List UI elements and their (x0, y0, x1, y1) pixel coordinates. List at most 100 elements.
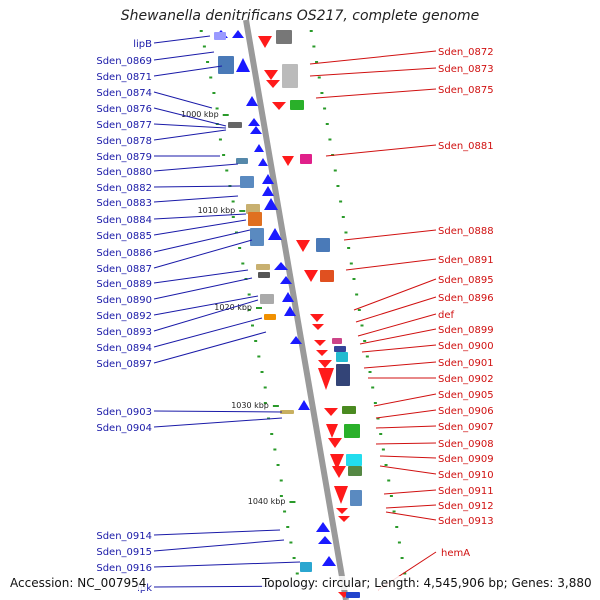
right-label-connector (325, 144, 437, 157)
reverse-gene-arrow (310, 314, 324, 322)
right-label-connector (353, 278, 437, 311)
tick-left (199, 30, 203, 32)
left-gene-label: Sden_0887 (96, 264, 152, 275)
forward-gene-block (248, 212, 262, 226)
reverse-gene-arrow (282, 156, 294, 166)
tick-right (360, 324, 364, 327)
reverse-gene-arrow (316, 350, 328, 356)
left-gene-labels: lipB Sden_0869 Sden_0871 Sden_0874 Sden_0876… (96, 35, 313, 594)
tick-left (251, 324, 254, 327)
tick-left (222, 154, 226, 156)
tick-right (379, 433, 383, 435)
left-gene-label: Sden_0890 (96, 295, 152, 306)
accession-text: Accession: NC_007954 (10, 576, 147, 590)
right-gene-label: Sden_0906 (438, 406, 494, 417)
tick-right (336, 185, 340, 187)
right-label-connector (373, 393, 437, 407)
right-label-connector (375, 425, 437, 429)
reverse-gene-block (336, 352, 348, 362)
forward-gene-arrow (248, 118, 260, 126)
tick-left (238, 247, 242, 249)
right-label-connector (343, 229, 437, 241)
tick-left (234, 231, 238, 234)
right-label-connector (315, 88, 437, 99)
forward-gene-block (218, 56, 234, 74)
right-gene-label: Sden_0881 (438, 141, 494, 152)
reverse-gene-block (282, 64, 298, 88)
reverse-gene-arrow (314, 340, 326, 346)
left-gene-label: Sden_0916 (96, 563, 152, 574)
forward-gene-arrow (322, 556, 336, 566)
tick-left (263, 386, 267, 389)
right-label-connector (379, 465, 437, 475)
tick-right (392, 510, 396, 513)
forward-gene-block (258, 272, 270, 278)
tick-left (276, 464, 280, 466)
tick-right (389, 495, 393, 497)
topology-text: Topology: circular; Length: 4,545,906 bp… (262, 576, 592, 590)
right-gene-label: Sden_0901 (438, 358, 494, 369)
left-label-connector (153, 269, 249, 284)
right-label-connector (359, 328, 437, 345)
reverse-gene-block (334, 346, 346, 352)
reverse-gene-arrow (318, 368, 334, 390)
right-gene-label: Sden_0913 (438, 516, 494, 527)
left-gene-label: Sden_0894 (96, 343, 152, 354)
tick-right (312, 45, 316, 48)
left-gene-label: Sden_0874 (96, 88, 152, 99)
forward-gene-arrow (290, 336, 302, 344)
scale-tick (239, 210, 246, 212)
tick-right (333, 169, 337, 172)
right-label-connector (309, 50, 437, 65)
left-gene-label: Sden_0880 (96, 167, 152, 178)
tick-left (257, 355, 261, 358)
tick-right (344, 231, 348, 234)
right-gene-label: Sden_0911 (438, 486, 494, 497)
genome-backbone (243, 19, 349, 600)
reverse-gene-arrow (312, 324, 324, 330)
reverse-gene-block (290, 100, 304, 110)
scale-label: 1030 kbp (231, 401, 269, 410)
right-gene-label: Sden_0873 (438, 64, 494, 75)
reverse-gene-block (342, 406, 356, 414)
tick-right (363, 340, 367, 342)
reverse-gene-arrow (328, 438, 342, 448)
tick-left (273, 448, 277, 451)
reverse-gene-block (320, 270, 334, 282)
tick-left (231, 216, 235, 218)
right-gene-label: Sden_0896 (438, 293, 494, 304)
forward-gene-arrow (258, 158, 268, 166)
reverse-gene-arrow (272, 102, 286, 110)
forward-gene-block (236, 158, 248, 164)
right-gene-label: Sden_0909 (438, 454, 494, 465)
left-label-connector (153, 539, 285, 552)
reverse-gene-arrow (296, 240, 310, 252)
left-label-connector (153, 195, 239, 203)
tick-right (352, 278, 356, 280)
left-gene-label: Sden_0885 (96, 231, 152, 242)
tick-right (403, 572, 407, 575)
tick-left (279, 479, 283, 482)
reverse-gene-arrow (304, 270, 318, 282)
forward-gene-arrow (274, 262, 288, 270)
left-gene-label: Sden_0869 (96, 56, 152, 67)
right-label-connector (385, 504, 437, 509)
tick-right (368, 371, 372, 373)
right-label-connector (375, 442, 437, 445)
tick-right (400, 557, 404, 559)
left-gene-label: Sden_0883 (96, 198, 152, 209)
tick-right (373, 402, 377, 404)
tick-left (279, 495, 283, 497)
forward-gene-arrow (246, 96, 258, 106)
scale-label: 1010 kbp (198, 206, 236, 215)
reverse-gene-block (350, 490, 362, 506)
scale-label: 1000 kbp (181, 110, 219, 119)
left-label-connector (153, 229, 251, 253)
right-gene-label: Sden_0905 (438, 390, 494, 401)
left-gene-label: Sden_0903 (96, 407, 152, 418)
forward-gene-block (260, 294, 274, 304)
tick-left (247, 293, 251, 296)
gene-features (214, 30, 362, 598)
